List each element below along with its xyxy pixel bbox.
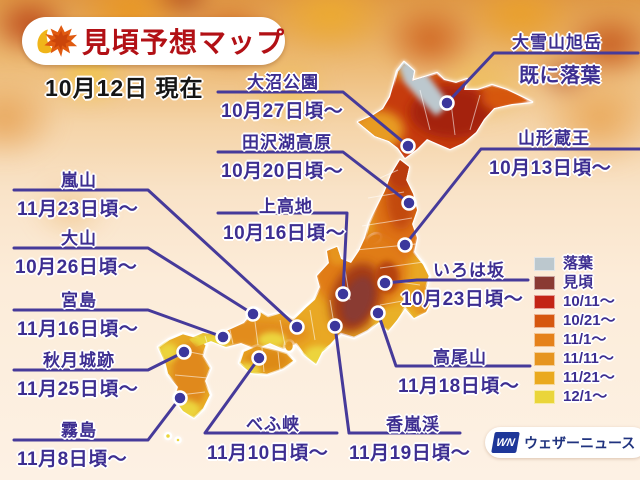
legend-label: 見頃	[563, 274, 594, 291]
connector-daisen	[12, 246, 255, 316]
connector-miyajima	[12, 308, 225, 339]
marker-akizuki	[176, 344, 192, 360]
connector-kamikochi	[216, 211, 349, 296]
page-title: 見頃予想マップ	[81, 27, 285, 58]
marker-korankei	[327, 318, 343, 334]
legend-label: 10/21～	[563, 312, 616, 329]
location-name-takao: 高尾山	[433, 348, 487, 367]
location-name-korankei: 香嵐渓	[386, 415, 440, 434]
marker-zao	[397, 237, 413, 253]
location-name-daisetsuzan: 大雪山旭岳	[512, 33, 602, 52]
connector-daisetsuzan	[445, 51, 640, 105]
weathernews-logo-text: ウェザーニュース	[524, 434, 636, 451]
connector-tazawako	[216, 150, 411, 205]
legend-label: 11/11～	[563, 350, 614, 367]
foliage-legend: 落葉 見頃 10/11～ 10/21～ 11/1～ 11/11～ 11/21～ …	[534, 255, 616, 405]
connector-takao	[376, 311, 532, 368]
marker-tazawako	[401, 195, 417, 211]
location-date-daisen: 10月26日頃～	[15, 257, 138, 278]
connector-irohazaka	[383, 278, 530, 285]
location-date-akizuki: 11月25日頃～	[17, 379, 139, 400]
connector-onuma	[216, 90, 410, 148]
legend-label: 10/11～	[563, 293, 615, 310]
legend-swatch-nov11	[534, 352, 555, 366]
marker-daisen	[245, 306, 261, 322]
legend-row: 10/21～	[534, 312, 616, 329]
location-date-befu: 11月10日頃～	[207, 443, 329, 464]
marker-kirishima	[172, 390, 188, 406]
location-date-tazawako: 10月20日頃～	[221, 161, 344, 182]
location-name-befu: べふ峡	[246, 415, 300, 434]
tanegashima-island	[174, 436, 182, 444]
connector-arashiyama	[12, 188, 299, 329]
location-name-onuma: 大沼公園	[247, 73, 319, 92]
legend-row: 11/1～	[534, 331, 616, 348]
legend-swatch-nov1	[534, 333, 555, 347]
marker-befu	[251, 350, 267, 366]
connector-befu	[203, 356, 339, 435]
legend-row: 11/11～	[534, 350, 616, 367]
title-banner: 見頃予想マップ	[22, 17, 285, 65]
legend-row: 落葉	[534, 255, 616, 272]
marker-kamikochi	[335, 286, 351, 302]
marker-daisetsuzan	[439, 95, 455, 111]
connector-akizuki	[12, 350, 186, 372]
legend-swatch-peak	[534, 276, 555, 290]
location-date-zao: 10月13日頃～	[489, 158, 612, 179]
location-date-arashiyama: 11月23日頃～	[17, 199, 139, 220]
legend-swatch-oct21	[534, 314, 555, 328]
weathernews-logo: WN ウェザーニュース	[485, 427, 640, 458]
marker-miyajima	[215, 329, 231, 345]
marker-takao	[370, 305, 386, 321]
location-name-arashiyama: 嵐山	[61, 171, 97, 190]
legend-row: 12/1～	[534, 388, 616, 405]
location-date-miyajima: 11月16日頃～	[17, 319, 139, 340]
location-name-akizuki: 秋月城跡	[43, 351, 115, 370]
legend-swatch-oct11	[534, 295, 555, 309]
location-name-daisen: 大山	[61, 229, 97, 248]
legend-swatch-dec1	[534, 390, 555, 404]
legend-swatch-nov21	[534, 371, 555, 385]
maple-leaf-icon	[37, 25, 78, 57]
location-name-kamikochi: 上高地	[259, 197, 313, 216]
legend-row: 11/21～	[534, 369, 616, 386]
as-of-date: 10月12日 現在	[45, 75, 204, 101]
yakushima-island	[163, 431, 173, 441]
wni-logo-icon: WN	[491, 432, 520, 453]
legend-label: 11/1～	[563, 331, 607, 348]
legend-label: 11/21～	[563, 369, 615, 386]
location-date-onuma: 10月27日頃～	[221, 101, 344, 122]
connector-zao	[403, 147, 640, 247]
marker-onuma	[400, 138, 416, 154]
location-name-tazawako: 田沢湖高原	[242, 133, 332, 152]
location-date-kirishima: 11月8日頃～	[17, 449, 128, 470]
location-date-kamikochi: 10月16日頃～	[223, 223, 346, 244]
marker-arashiyama	[289, 319, 305, 335]
legend-row: 10/11～	[534, 293, 616, 310]
location-date-irohazaka: 10月23日頃～	[401, 289, 524, 310]
legend-label: 12/1～	[563, 388, 608, 405]
location-name-kirishima: 霧島	[61, 421, 97, 440]
location-name-zao: 山形蔵王	[518, 129, 590, 148]
legend-label: 落葉	[563, 255, 594, 272]
location-date-takao: 11月18日頃～	[398, 376, 520, 397]
connector-kirishima	[12, 396, 182, 442]
legend-swatch-fallen	[534, 257, 555, 271]
location-name-miyajima: 宮島	[61, 291, 97, 310]
location-name-irohazaka: いろは坂	[433, 261, 505, 280]
location-date-daisetsuzan: 既に落葉	[519, 65, 601, 87]
marker-irohazaka	[377, 275, 393, 291]
connector-korankei	[333, 324, 462, 435]
legend-row: 見頃	[534, 274, 616, 291]
location-date-korankei: 11月19日頃～	[349, 443, 471, 464]
